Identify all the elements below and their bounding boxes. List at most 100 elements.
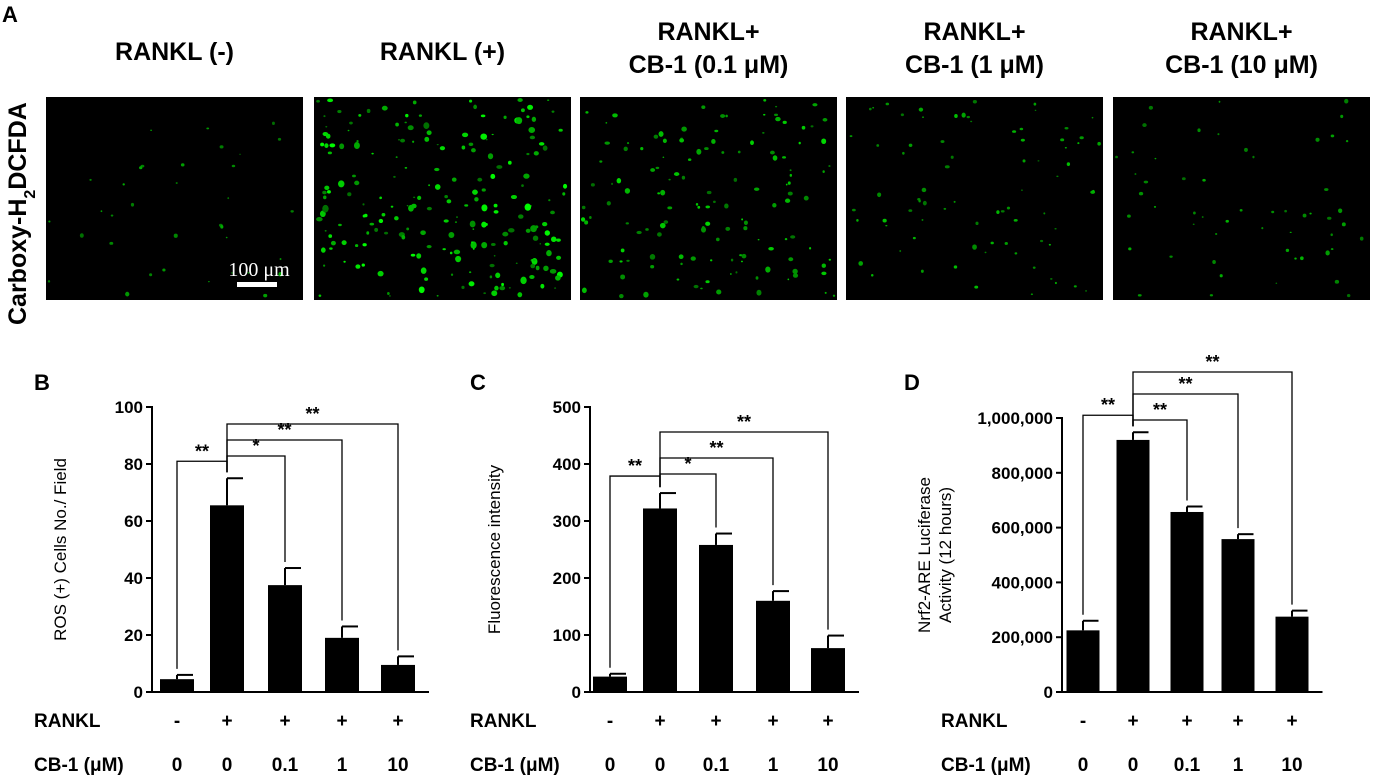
y-tick-label: 100 <box>553 626 581 645</box>
fluorescent-cell <box>1324 188 1329 191</box>
fluorescent-cell <box>444 194 448 199</box>
fluorescent-cell <box>1128 247 1132 251</box>
fluorescent-cell <box>721 151 725 154</box>
fluorescent-cell <box>79 233 84 238</box>
fluorescent-cell <box>643 291 649 298</box>
y-tick-label: 200,000 <box>992 628 1053 647</box>
fluorescent-cell <box>828 165 831 167</box>
fluorescent-cell <box>48 220 51 223</box>
rankl-value: + <box>1181 711 1192 732</box>
fluorescent-cell <box>231 164 236 168</box>
fluorescent-cell <box>481 188 486 192</box>
fluorescent-cell <box>355 264 361 269</box>
fluorescent-cell <box>757 239 760 241</box>
fluorescent-cell <box>277 137 282 141</box>
fluorescent-cell <box>316 99 320 103</box>
fluorescent-cell <box>693 284 699 289</box>
fluorescent-cell <box>730 273 732 275</box>
fluorescent-cell <box>324 185 330 190</box>
fluorescent-cell <box>239 153 241 155</box>
fluorescent-cell <box>443 219 449 223</box>
fluorescent-cell <box>1252 155 1255 159</box>
cb1-value: 0 <box>172 755 183 776</box>
fluorescent-cell <box>763 113 766 116</box>
fluorescent-cell <box>480 133 488 140</box>
fluorescent-cell <box>544 230 550 236</box>
rankl-value: + <box>1232 711 1243 732</box>
fluorescent-cell <box>89 178 92 181</box>
fluorescent-cell <box>347 192 352 197</box>
fluorescent-cell <box>219 145 224 149</box>
fluorescent-cell <box>461 132 469 138</box>
micrograph-title-line: CB-1 (10 μM) <box>1165 51 1318 79</box>
fluorescent-cell <box>356 140 359 143</box>
micrograph-title: RANKL (+) <box>380 38 505 66</box>
fluorescent-cell <box>1079 136 1084 140</box>
rankl-value: + <box>767 711 778 732</box>
fluorescent-cell <box>358 113 362 117</box>
fluorescent-cell <box>700 226 707 233</box>
fluorescent-cell <box>868 107 872 111</box>
fluorescent-cell <box>972 244 977 250</box>
fluorescent-cell <box>1302 213 1307 218</box>
rankl-value: + <box>336 711 347 732</box>
fluorescent-cell <box>908 209 913 212</box>
fluorescent-cell <box>416 253 422 259</box>
fluorescent-cell <box>659 222 666 229</box>
significance-label: ** <box>1101 395 1115 415</box>
fluorescent-cell <box>424 136 430 142</box>
fluorescent-cell <box>227 197 230 200</box>
fluorescent-cell <box>1134 173 1137 175</box>
fluorescent-cell <box>713 200 716 203</box>
fluorescent-cell <box>1169 255 1173 258</box>
fluorescent-cell <box>1043 212 1046 215</box>
fluorescent-cell <box>851 208 856 212</box>
micrograph-title-line: CB-1 (1 μM) <box>905 51 1044 79</box>
fluorescent-cell <box>1285 248 1290 252</box>
fluorescent-cell <box>741 253 747 259</box>
fluorescent-cell <box>772 203 777 208</box>
fluorescent-cell <box>1014 252 1018 255</box>
fluorescent-cell <box>950 155 954 159</box>
fluorescent-cell <box>784 238 788 241</box>
fluorescent-cell <box>439 146 446 151</box>
fluorescent-cell <box>337 109 342 114</box>
fluorescent-cell <box>620 248 625 253</box>
fluorescent-cell <box>657 232 662 237</box>
fluorescent-cell <box>740 260 743 263</box>
cb1-value: 0.1 <box>703 755 730 776</box>
fluorescent-cell <box>407 125 414 131</box>
fluorescent-cell <box>619 294 624 299</box>
fluorescent-cell <box>1020 138 1025 142</box>
fluorescent-cell <box>325 126 328 128</box>
fluorescent-cell <box>469 271 472 274</box>
fluorescent-cell <box>620 274 626 280</box>
bar <box>593 676 627 692</box>
fluorescent-cell <box>508 228 515 233</box>
fluorescent-cell <box>1289 231 1292 234</box>
fluorescent-cell <box>529 275 535 280</box>
fluorescent-cell <box>320 247 326 253</box>
fluorescent-cell <box>1006 206 1011 210</box>
fluorescent-cell <box>1131 151 1135 154</box>
fluorescent-cell <box>390 205 394 208</box>
fluorescent-cell <box>1012 130 1017 133</box>
fluorescent-cell <box>673 172 680 176</box>
fluorescent-cell <box>442 248 446 251</box>
micrograph-title-line: RANKL+ <box>1190 18 1292 46</box>
fluorescent-cell <box>762 132 765 134</box>
fluorescent-cell <box>1143 180 1149 184</box>
fluorescent-cell <box>530 225 537 233</box>
fluorescent-cell <box>515 262 518 264</box>
fluorescent-cell <box>496 165 503 169</box>
fluorescent-cell <box>540 283 545 289</box>
fluorescent-cell <box>1034 109 1037 111</box>
significance-label: ** <box>1178 374 1192 394</box>
fluorescent-cell <box>436 294 439 297</box>
micrograph-image <box>1113 97 1370 300</box>
panel-a-letter: A <box>2 2 18 27</box>
fluorescent-cell <box>424 277 429 281</box>
fluorescent-cell <box>502 231 509 237</box>
y-tick-label: 300 <box>553 512 581 531</box>
y-tick-label: 20 <box>124 626 143 645</box>
